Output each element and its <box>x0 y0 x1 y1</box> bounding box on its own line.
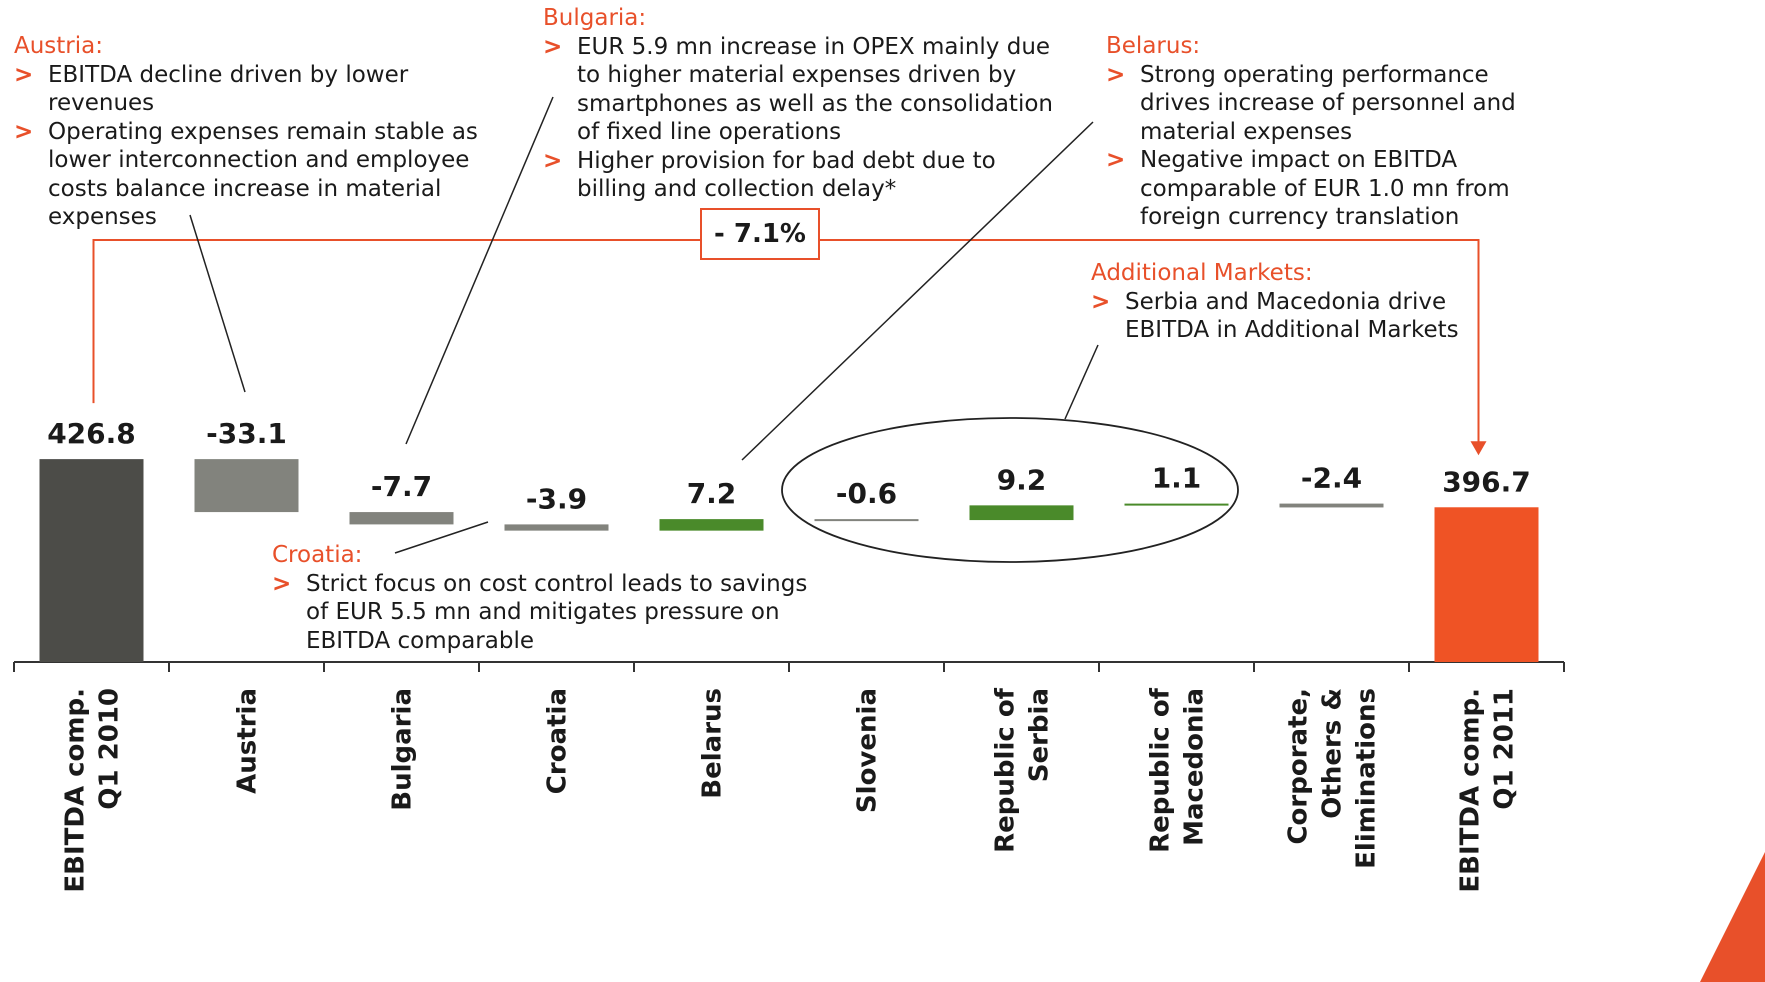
category-label: Bulgaria <box>388 688 418 811</box>
bar <box>1279 503 1384 508</box>
data-label: -0.6 <box>836 477 897 510</box>
category-label: Others & <box>1318 688 1348 819</box>
bar <box>504 524 609 531</box>
category-label: Belarus <box>698 688 728 799</box>
category-label: Republic of <box>1146 687 1176 853</box>
category-label: Serbia <box>1025 688 1055 782</box>
note-bulgaria: Bulgaria: EUR 5.9 mn increase in OPEX ma… <box>543 4 1063 204</box>
note-croatia-bullet: Strict focus on cost control leads to sa… <box>272 570 812 656</box>
data-label: 396.7 <box>1442 465 1531 498</box>
category-label: Republic of <box>991 687 1021 853</box>
note-belarus-bullet: Negative impact on EBITDA comparable of … <box>1106 146 1561 232</box>
data-label: 1.1 <box>1152 462 1202 495</box>
change-percentage-box: - 7.1% <box>700 208 820 260</box>
data-label: -7.7 <box>371 470 432 503</box>
leader-croatia <box>394 521 489 554</box>
note-croatia: Croatia: Strict focus on cost control le… <box>272 541 812 655</box>
note-austria-bullet: Operating expenses remain stable as lowe… <box>14 118 514 232</box>
bar <box>969 505 1074 521</box>
leader-bulgaria <box>405 96 554 445</box>
change-connector-left <box>92 239 700 404</box>
bar <box>1124 503 1229 506</box>
category-label: Corporate, <box>1284 688 1314 845</box>
bar <box>659 519 764 531</box>
note-additional-bullet: Serbia and Macedonia drive EBITDA in Add… <box>1091 288 1471 345</box>
category-label: Croatia <box>543 688 573 794</box>
note-austria: Austria: EBITDA decline driven by lower … <box>14 32 514 232</box>
category-label: Slovenia <box>853 688 883 813</box>
note-belarus-bullet: Strong operating performance drives incr… <box>1106 61 1561 147</box>
bar <box>194 459 299 513</box>
note-bulgaria-bullet: EUR 5.9 mn increase in OPEX mainly due t… <box>543 33 1063 147</box>
data-label: -33.1 <box>206 417 287 450</box>
data-label: 9.2 <box>997 463 1047 496</box>
note-additional-heading: Additional Markets: <box>1091 260 1313 286</box>
change-percentage-label: - 7.1% <box>714 219 806 249</box>
category-label: Austria <box>233 688 263 794</box>
data-label: 7.2 <box>687 477 737 510</box>
bar <box>39 459 144 662</box>
leader-austria <box>189 214 246 393</box>
note-austria-heading: Austria: <box>14 33 104 59</box>
note-bulgaria-bullet: Higher provision for bad debt due to bil… <box>543 147 1063 204</box>
additional-markets-ellipse <box>781 417 1239 563</box>
data-label: 426.8 <box>47 417 136 450</box>
note-belarus: Belarus: Strong operating performance dr… <box>1106 32 1561 232</box>
note-austria-bullet: EBITDA decline driven by lower revenues <box>14 61 514 118</box>
note-bulgaria-heading: Bulgaria: <box>543 5 647 31</box>
bar <box>349 512 454 525</box>
note-belarus-heading: Belarus: <box>1106 33 1201 59</box>
bar <box>814 519 919 522</box>
change-connector-right <box>820 239 1480 446</box>
data-label: -3.9 <box>526 482 587 515</box>
corner-decoration <box>1700 852 1765 982</box>
category-label: Macedonia <box>1180 688 1210 846</box>
data-label: -2.4 <box>1301 462 1362 495</box>
leader-additional <box>1064 344 1099 420</box>
change-arrowhead <box>1470 441 1487 456</box>
category-label: Eliminations <box>1352 688 1382 869</box>
note-additional-markets: Additional Markets: Serbia and Macedonia… <box>1091 259 1471 345</box>
category-label: EBITDA comp. <box>61 688 91 893</box>
category-label: EBITDA comp. <box>1456 688 1486 893</box>
bar <box>1434 507 1539 662</box>
note-croatia-heading: Croatia: <box>272 542 363 568</box>
category-label: Q1 2010 <box>95 688 125 810</box>
category-label: Q1 2011 <box>1490 688 1520 810</box>
